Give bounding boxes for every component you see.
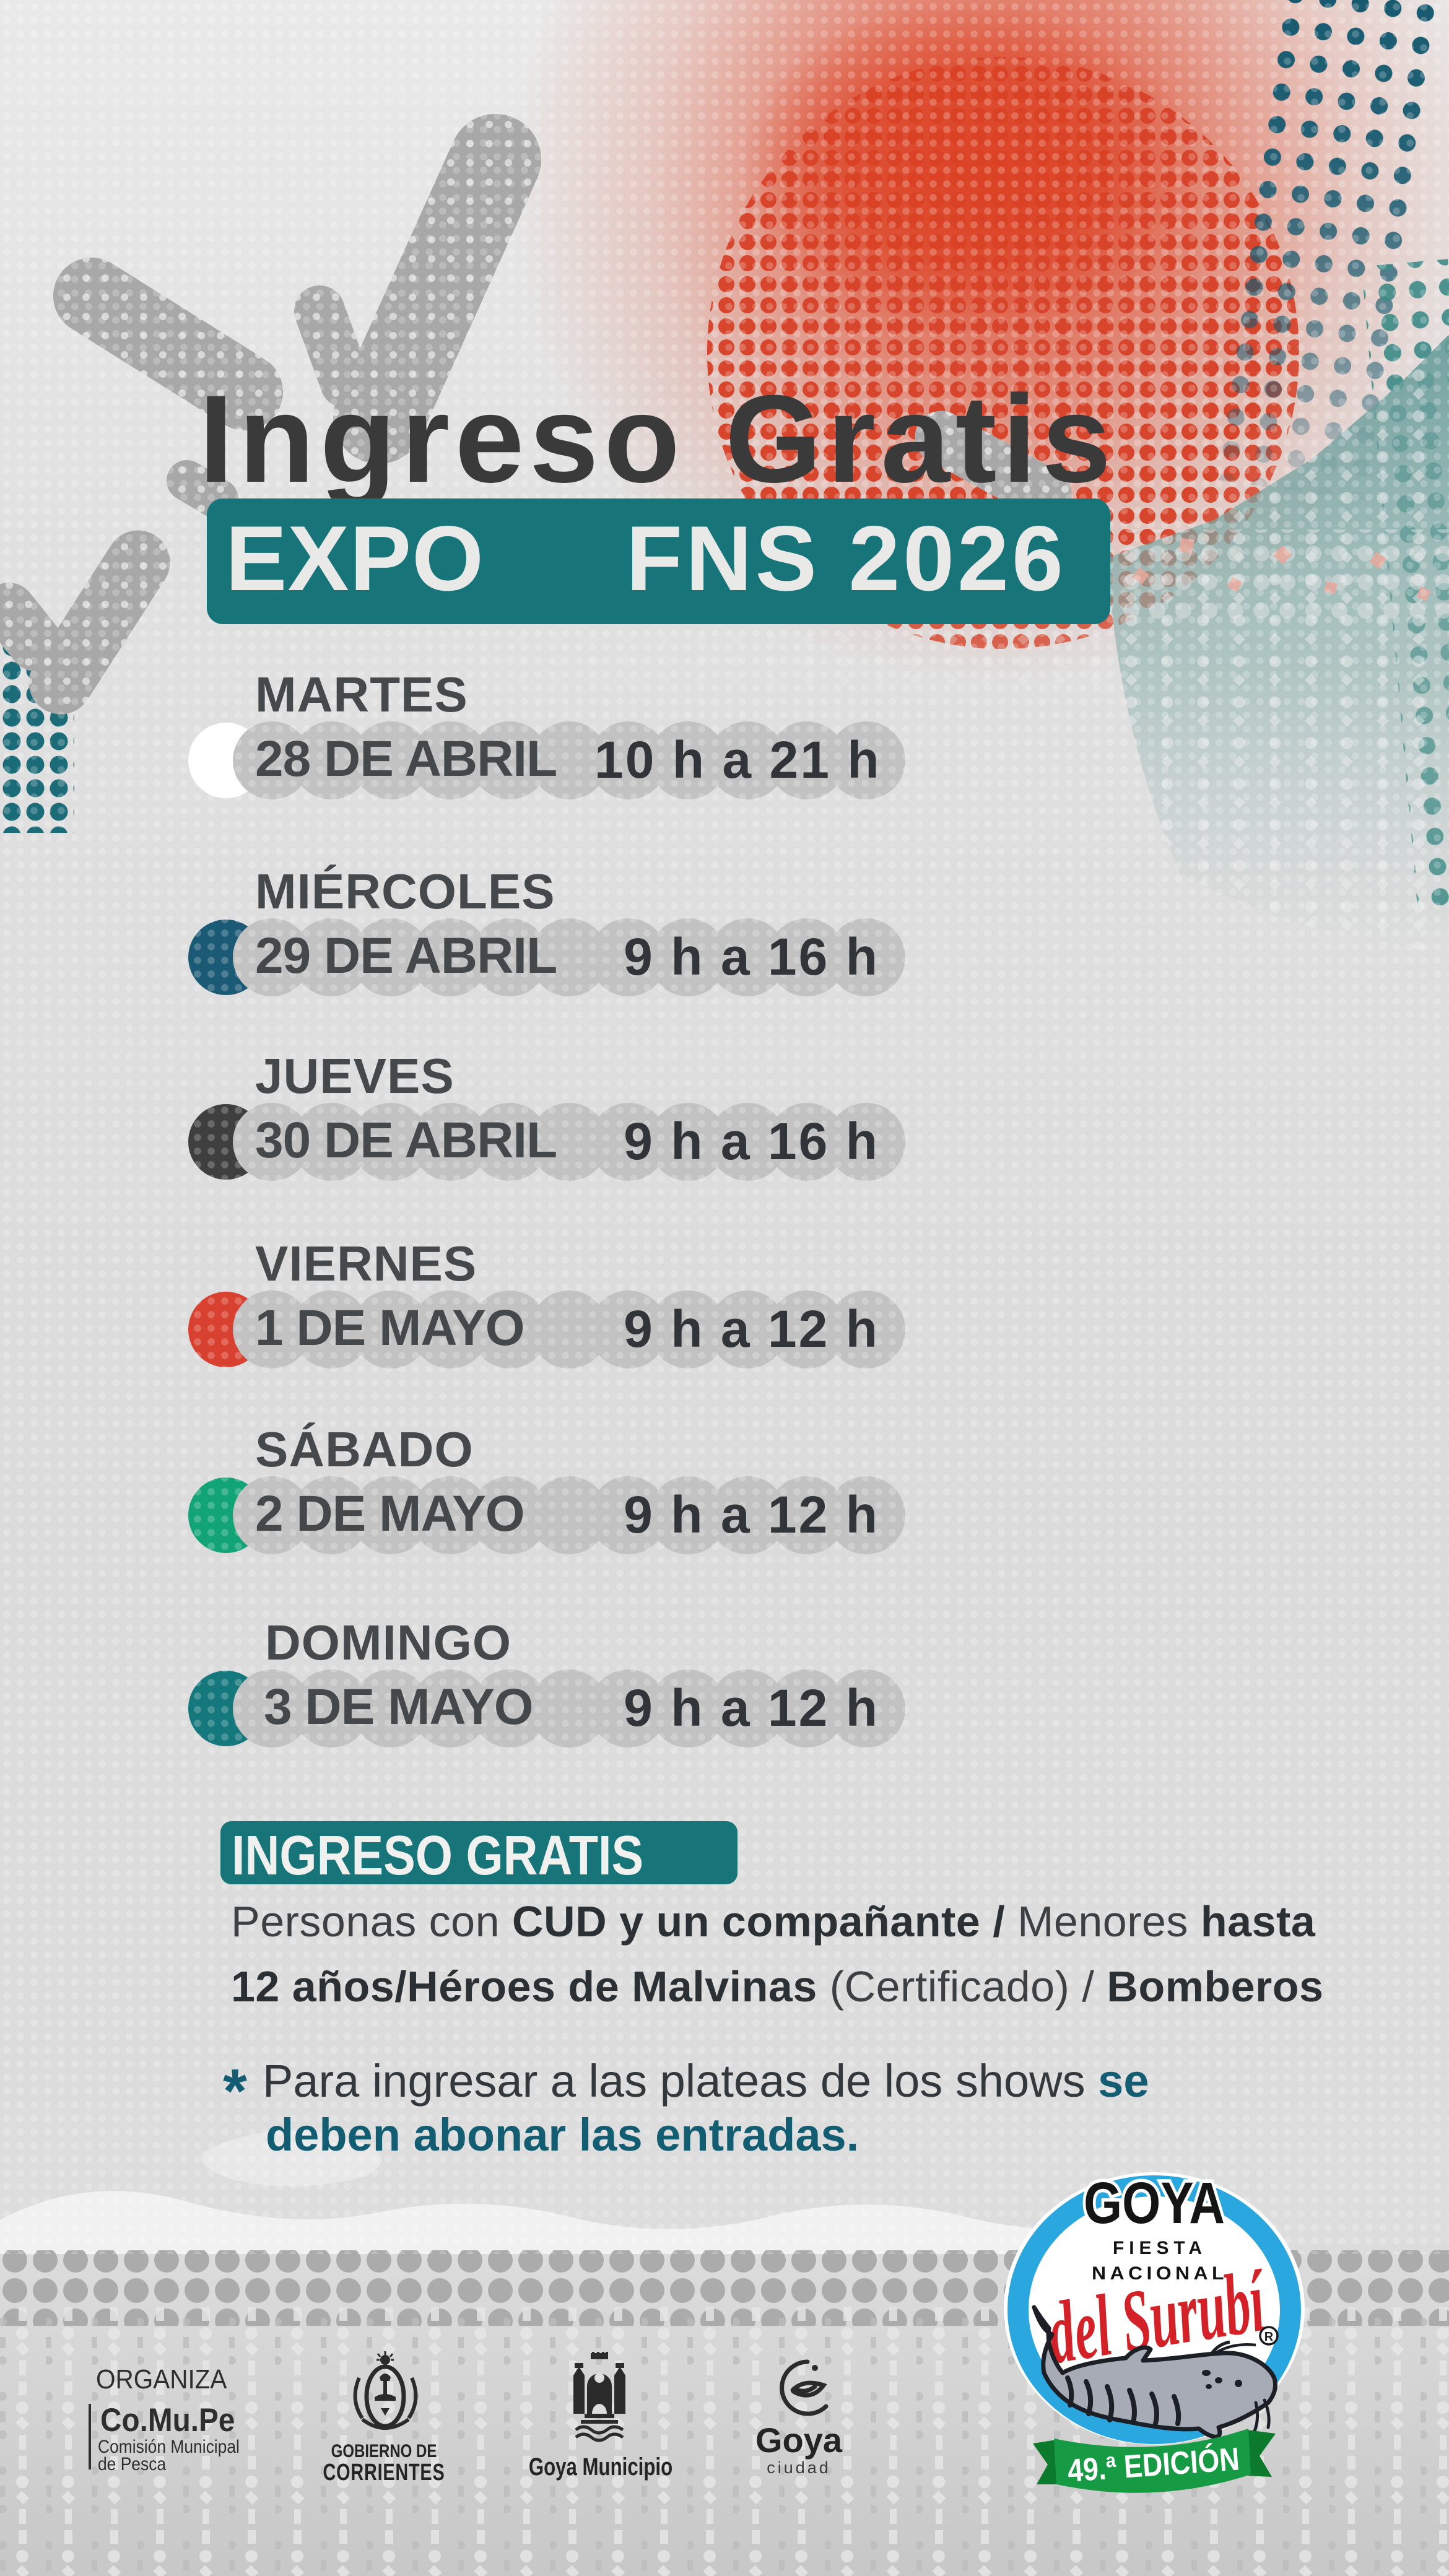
svg-text:NACIONAL: NACIONAL <box>1092 2263 1228 2284</box>
svg-text:FIESTA: FIESTA <box>1113 2238 1207 2258</box>
svg-text:R: R <box>1264 2330 1274 2344</box>
svg-text:GOYA: GOYA <box>1084 2170 1225 2236</box>
